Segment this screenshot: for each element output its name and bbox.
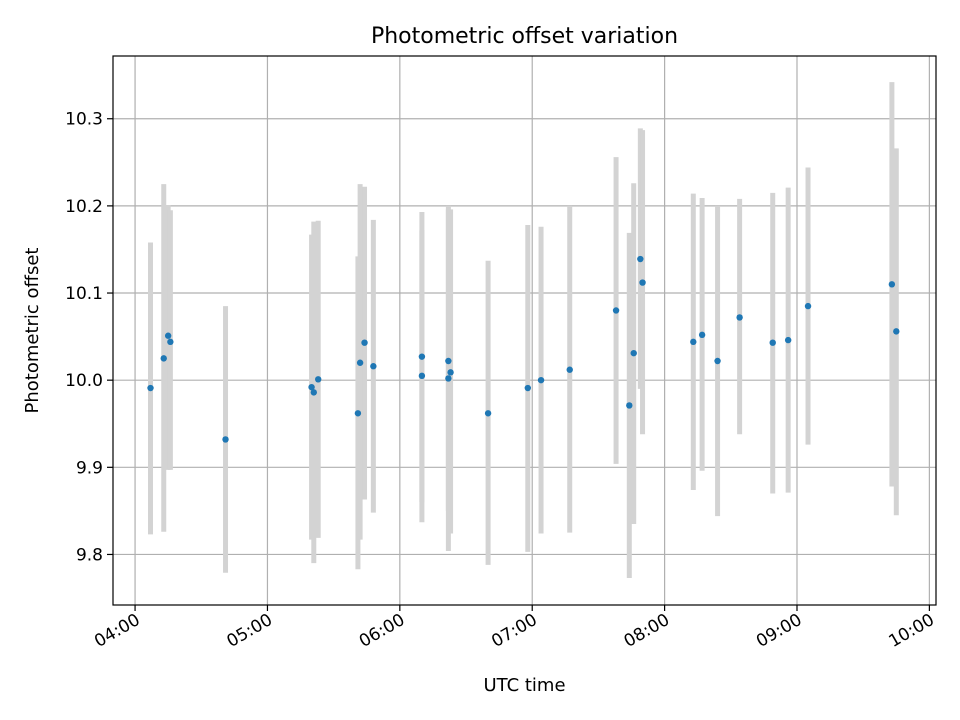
data-point <box>612 307 620 314</box>
y-tick-label: 10.3 <box>65 110 103 130</box>
data-point <box>160 355 167 362</box>
data-point <box>147 384 154 392</box>
chart-title: Photometric offset variation <box>371 24 678 49</box>
data-point <box>310 389 317 396</box>
data-point <box>447 369 454 376</box>
grid <box>113 56 936 605</box>
data-point <box>566 366 573 373</box>
data-point <box>484 410 492 417</box>
y-axis-label: Photometric offset <box>22 248 43 414</box>
data-point <box>361 339 368 346</box>
y-tick-label: 9.8 <box>76 545 103 565</box>
data-point <box>888 281 896 288</box>
data-point <box>736 314 743 321</box>
data-points <box>147 255 900 443</box>
y-tick-label: 10.1 <box>65 284 103 304</box>
data-point <box>445 357 452 365</box>
data-point <box>804 302 812 310</box>
y-tick-label: 10.0 <box>65 371 103 391</box>
data-point <box>537 376 545 384</box>
data-point <box>418 353 426 360</box>
data-point <box>698 331 706 339</box>
data-point <box>690 338 697 346</box>
data-point <box>445 375 452 382</box>
data-point <box>784 336 792 344</box>
data-point <box>164 332 172 339</box>
y-tick-label: 9.9 <box>76 458 103 478</box>
y-tick-label: 10.2 <box>65 197 103 217</box>
y-axis: 9.8 9.9 10.0 10.1 10.2 10.3 <box>65 110 113 565</box>
x-axis-label: UTC time <box>483 675 565 696</box>
data-point <box>418 372 426 380</box>
data-point <box>167 338 174 346</box>
data-point <box>639 279 646 286</box>
data-point <box>630 349 637 357</box>
data-point <box>893 328 900 335</box>
plot-frame <box>112 55 937 606</box>
data-point <box>370 363 377 370</box>
data-point <box>714 357 721 365</box>
data-point <box>769 339 776 346</box>
data-point <box>308 383 315 391</box>
data-point <box>314 376 322 383</box>
data-point <box>524 384 532 392</box>
data-point <box>354 410 362 417</box>
data-point <box>356 359 364 366</box>
data-point <box>637 255 644 263</box>
data-point <box>222 436 229 443</box>
data-point <box>626 402 633 409</box>
